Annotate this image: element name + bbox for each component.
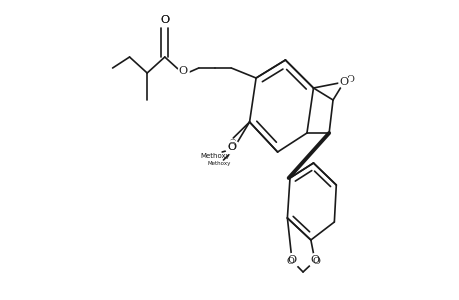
Text: O: O <box>309 255 319 265</box>
Text: O: O <box>345 74 353 83</box>
Text: O: O <box>178 66 187 76</box>
Text: O: O <box>179 67 186 76</box>
Text: O: O <box>160 15 169 25</box>
Text: O: O <box>287 255 296 265</box>
Text: O: O <box>286 257 294 266</box>
Text: O: O <box>339 77 348 87</box>
Text: O: O <box>226 142 235 152</box>
Text: O: O <box>227 142 236 152</box>
Text: Methoxy: Methoxy <box>207 160 230 166</box>
Text: Methoxy: Methoxy <box>200 153 230 159</box>
Text: O: O <box>312 257 319 266</box>
Text: O: O <box>160 15 169 25</box>
Text: O: O <box>228 139 235 148</box>
